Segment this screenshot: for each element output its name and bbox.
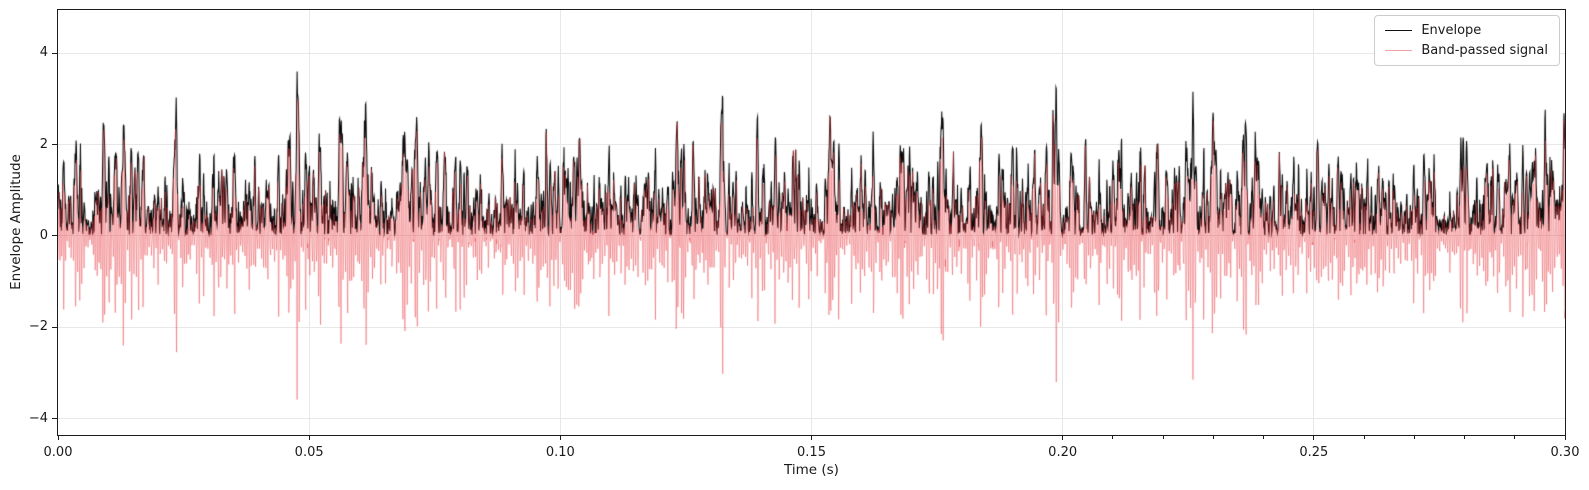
x-minor-tick: [1112, 436, 1114, 439]
x-major-tick: [308, 436, 310, 440]
y-tick-label: 0: [39, 227, 48, 243]
signal-plot-canvas: [58, 10, 1565, 435]
y-tick-label: −2: [28, 319, 48, 335]
y-tick-label: −4: [28, 410, 48, 426]
y-tick-label: 2: [39, 136, 48, 152]
x-tick-label: 0.05: [294, 445, 324, 460]
x-major-tick: [1313, 436, 1315, 440]
x-major-tick: [57, 436, 59, 440]
x-tick-label: 0.25: [1299, 445, 1329, 460]
x-major-tick: [1564, 436, 1566, 440]
legend-line-sample: [1385, 50, 1413, 51]
x-minor-tick: [1363, 436, 1365, 439]
x-minor-tick: [1212, 436, 1214, 439]
x-tick-label: 0.10: [545, 445, 575, 460]
x-tick-label: 0.30: [1550, 445, 1580, 460]
x-minor-tick: [1162, 436, 1164, 439]
x-minor-tick: [1464, 436, 1466, 439]
legend: Envelope Band-passed signal: [1374, 15, 1560, 66]
y-major-tick: [52, 235, 57, 237]
legend-item: Band-passed signal: [1385, 43, 1548, 58]
y-major-tick: [52, 52, 57, 54]
x-tick-label: 0.00: [43, 445, 73, 460]
x-minor-tick: [1263, 436, 1265, 439]
legend-item: Envelope: [1385, 23, 1548, 38]
x-major-tick: [811, 436, 812, 440]
y-major-tick: [52, 418, 57, 420]
x-axis-label: Time (s): [784, 462, 839, 478]
x-tick-label: 0.15: [797, 445, 826, 460]
y-major-tick: [52, 326, 57, 328]
y-major-tick: [52, 144, 57, 146]
legend-label: Envelope: [1421, 23, 1482, 38]
plot-area: Envelope Band-passed signal: [57, 9, 1566, 436]
legend-label: Band-passed signal: [1421, 43, 1548, 58]
y-tick-label: 4: [39, 45, 48, 61]
x-major-tick: [1062, 436, 1064, 440]
x-minor-tick: [1514, 436, 1516, 439]
x-tick-label: 0.20: [1048, 445, 1078, 460]
x-major-tick: [559, 436, 561, 440]
legend-line-sample: [1385, 30, 1413, 31]
x-minor-tick: [1413, 436, 1415, 439]
y-axis-label: Envelope Amplitude: [8, 154, 24, 290]
